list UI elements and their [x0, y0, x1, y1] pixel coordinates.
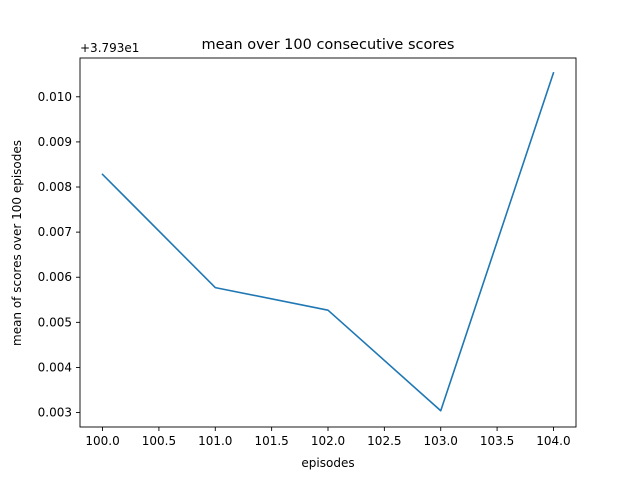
x-tick-label: 101.5: [254, 434, 288, 448]
y-tick-label: 0.009: [38, 135, 72, 149]
y-tick-label: 0.003: [38, 406, 72, 420]
x-axis-label: episodes: [301, 456, 354, 470]
y-axis-label: mean of scores over 100 episodes: [10, 140, 24, 346]
y-tick-label: 0.004: [38, 360, 72, 374]
chart-title: mean over 100 consecutive scores: [202, 37, 455, 53]
y-tick-label: 0.007: [38, 225, 72, 239]
y-tick-label: 0.005: [38, 315, 72, 329]
x-tick-label: 103.5: [480, 434, 514, 448]
x-tick-label: 103.0: [424, 434, 458, 448]
y-axis-offset-label: +3.793e1: [80, 41, 139, 55]
x-tick-label: 102.0: [311, 434, 345, 448]
y-tick-label: 0.006: [38, 270, 72, 284]
y-axis-ticks: 0.003 0.004 0.005 0.006 0.007 0.008 0.009 0.010: [38, 90, 80, 420]
series-line-0: [101, 71, 555, 412]
x-tick-label: 102.5: [367, 434, 401, 448]
x-tick-label: 101.0: [198, 434, 232, 448]
x-tick-label: 100.0: [85, 434, 119, 448]
x-axis-ticks: 100.0 100.5 101.0 101.5 102.0 102.5 103.0 103.5…: [85, 427, 571, 448]
x-tick-label: 100.5: [142, 434, 176, 448]
x-tick-label: 104.0: [536, 434, 570, 448]
y-tick-label: 0.008: [38, 180, 72, 194]
y-tick-label: 0.010: [38, 90, 72, 104]
